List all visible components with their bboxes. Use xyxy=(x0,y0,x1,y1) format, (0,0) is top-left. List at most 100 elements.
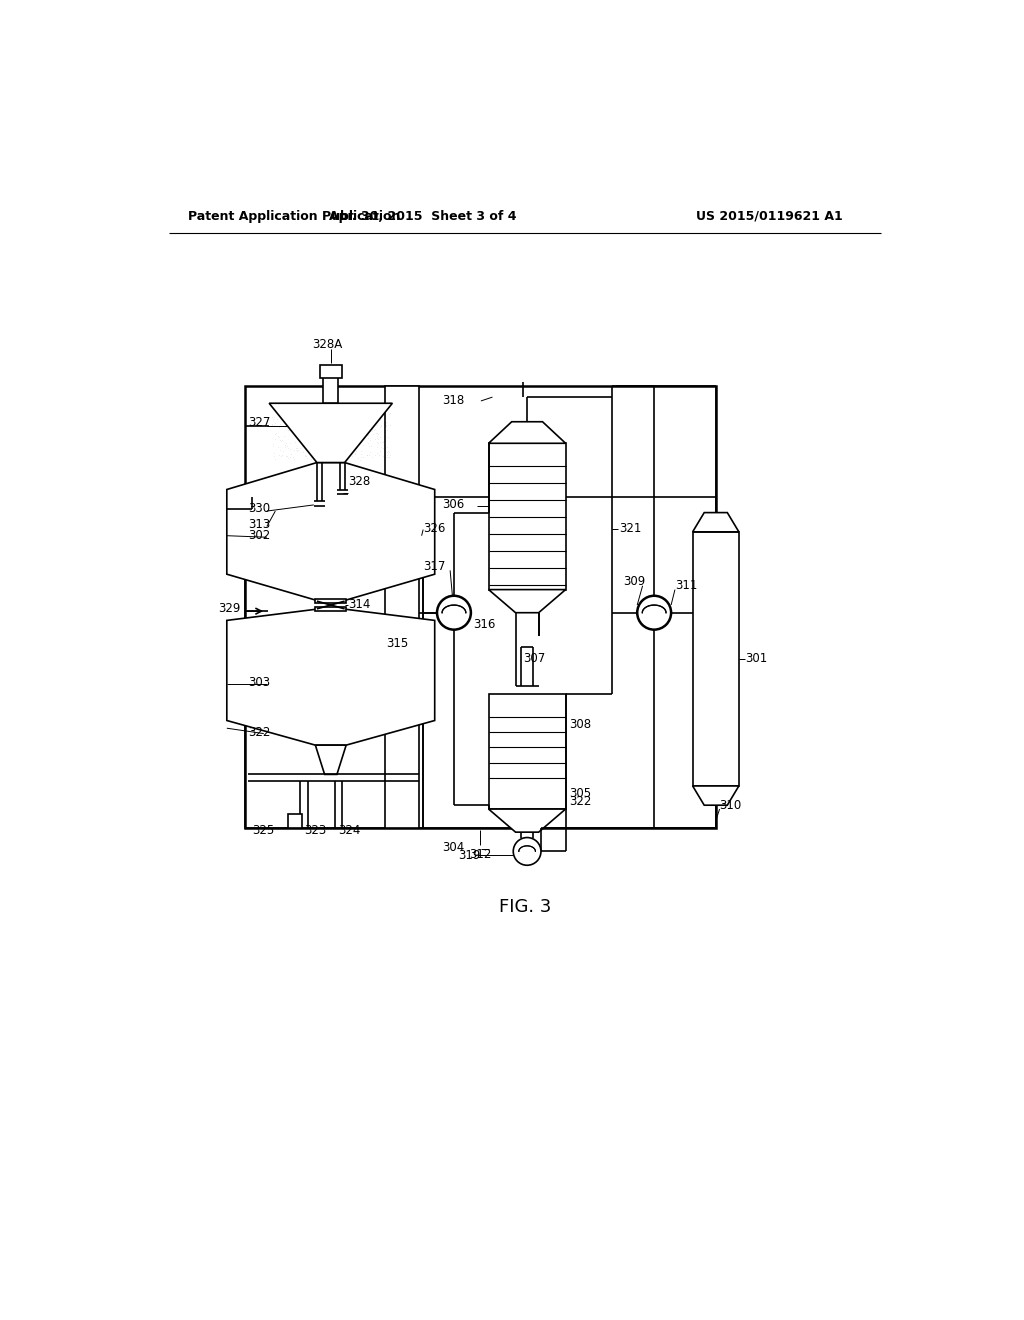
Point xyxy=(321,678,337,700)
Point xyxy=(344,659,360,680)
Point xyxy=(369,672,385,693)
Point xyxy=(243,491,259,512)
Point xyxy=(270,692,287,713)
Point xyxy=(229,689,246,710)
Point xyxy=(417,639,433,660)
Point xyxy=(385,504,401,525)
Point xyxy=(412,513,428,535)
Point xyxy=(257,535,273,556)
Point xyxy=(323,517,339,539)
Point xyxy=(279,561,295,582)
Point xyxy=(246,616,262,638)
Point xyxy=(340,657,356,678)
Point xyxy=(305,698,322,719)
Point xyxy=(323,601,339,622)
Point xyxy=(289,649,305,671)
Point xyxy=(357,645,374,667)
Point xyxy=(287,516,303,537)
Point xyxy=(331,498,347,519)
Point xyxy=(392,395,409,416)
Point xyxy=(299,554,315,576)
Point xyxy=(270,521,287,543)
Point xyxy=(251,557,267,578)
Point xyxy=(299,694,315,715)
Point xyxy=(410,665,426,686)
Point xyxy=(288,422,304,444)
Point xyxy=(328,616,344,638)
Point xyxy=(300,508,316,529)
Point xyxy=(323,499,339,520)
Point xyxy=(266,659,283,680)
Point xyxy=(402,647,419,668)
Point xyxy=(229,681,246,702)
Point xyxy=(236,630,252,651)
Point xyxy=(400,698,417,719)
Point xyxy=(341,624,357,645)
Point xyxy=(402,562,419,583)
Point xyxy=(334,411,350,432)
Point xyxy=(370,549,386,570)
Point xyxy=(404,434,421,455)
Point xyxy=(398,620,415,642)
Point xyxy=(291,552,307,573)
Point xyxy=(261,676,278,697)
Point xyxy=(373,635,389,656)
Point xyxy=(334,686,350,708)
Point xyxy=(278,706,294,727)
Point xyxy=(400,434,417,455)
Point xyxy=(362,614,379,635)
Point xyxy=(368,492,384,513)
Point xyxy=(327,671,343,692)
Point xyxy=(397,638,414,659)
Point xyxy=(295,436,311,457)
Point xyxy=(258,632,274,653)
Point xyxy=(246,624,262,645)
Point xyxy=(291,414,307,436)
Point xyxy=(322,671,338,692)
Point xyxy=(249,636,265,657)
Point xyxy=(385,655,401,676)
Point xyxy=(396,754,413,775)
Point xyxy=(242,668,258,689)
Point xyxy=(279,693,295,714)
Point xyxy=(237,627,253,648)
Point xyxy=(422,539,438,560)
Point xyxy=(422,483,438,504)
Point xyxy=(406,405,422,426)
Point xyxy=(295,557,311,578)
Point xyxy=(395,579,412,601)
Point xyxy=(359,491,376,512)
Point xyxy=(390,639,407,660)
Point xyxy=(393,721,410,742)
Point xyxy=(396,663,413,684)
Point xyxy=(374,556,390,577)
Point xyxy=(312,697,329,718)
Point xyxy=(311,471,328,492)
Point xyxy=(378,684,394,705)
Point xyxy=(281,688,297,709)
Point xyxy=(304,649,321,671)
Point xyxy=(407,529,423,550)
Point xyxy=(293,519,309,540)
Point xyxy=(408,521,424,543)
Point xyxy=(257,681,273,702)
Point xyxy=(293,660,309,681)
Point xyxy=(333,503,349,524)
Point xyxy=(398,487,415,508)
Point xyxy=(422,553,438,574)
Point xyxy=(417,636,433,657)
Point xyxy=(379,659,395,680)
Point xyxy=(333,606,349,627)
Point xyxy=(298,619,314,640)
Point xyxy=(254,557,270,578)
Point xyxy=(382,756,398,777)
Point xyxy=(307,668,324,689)
Point xyxy=(224,667,241,688)
Point xyxy=(354,630,371,651)
Point xyxy=(380,543,396,564)
Point xyxy=(319,467,336,488)
Point xyxy=(403,587,420,609)
Point xyxy=(391,422,408,444)
Point xyxy=(329,672,345,693)
Point xyxy=(396,532,413,553)
